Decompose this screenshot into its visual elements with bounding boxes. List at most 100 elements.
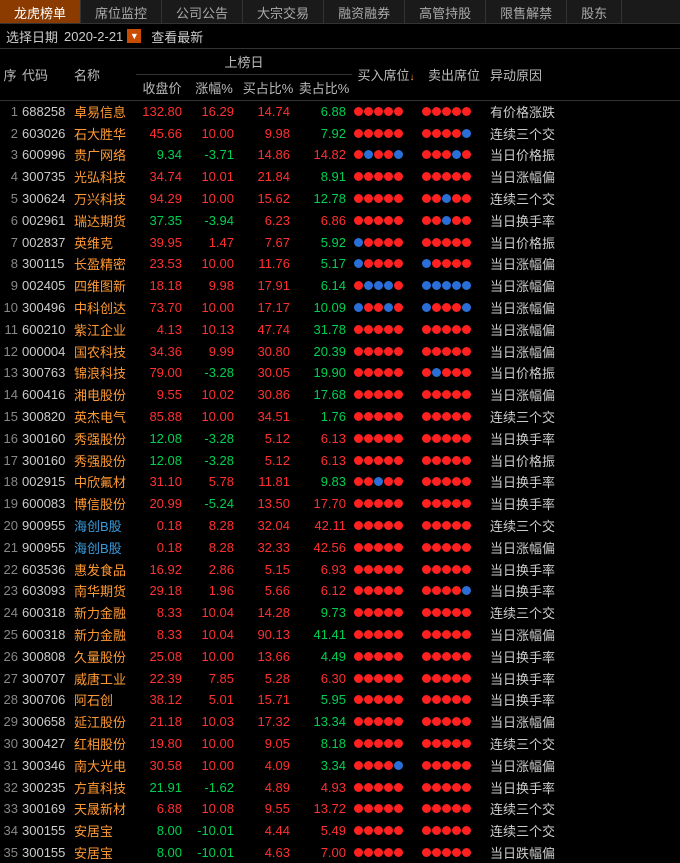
cell-name[interactable]: 英维克 bbox=[72, 231, 136, 253]
table-row[interactable]: 14600416湘电股份9.5510.0230.8617.68当日涨幅偏 bbox=[0, 384, 680, 406]
cell-name[interactable]: 南华期货 bbox=[72, 580, 136, 602]
table-row[interactable]: 7002837英维克39.951.477.675.92当日价格振 bbox=[0, 231, 680, 253]
table-row[interactable]: 25600318新力金融8.3310.0490.1341.41当日涨幅偏 bbox=[0, 624, 680, 646]
cell-name[interactable]: 锦浪科技 bbox=[72, 362, 136, 384]
table-row[interactable]: 15300820英杰电气85.8810.0034.511.76连续三个交 bbox=[0, 406, 680, 428]
th-buyseat[interactable]: 买入席位↓ bbox=[352, 49, 420, 101]
table-row[interactable]: 16300160秀强股份12.08-3.285.126.13当日换手率 bbox=[0, 427, 680, 449]
table-row[interactable]: 26300808久量股份25.0810.0013.664.49当日换手率 bbox=[0, 645, 680, 667]
cell-name[interactable]: 秀强股份 bbox=[72, 449, 136, 471]
th-name[interactable]: 名称 bbox=[72, 49, 136, 101]
date-dropdown-icon[interactable]: ▼ bbox=[127, 29, 141, 43]
cell-chg: -10.01 bbox=[188, 820, 240, 842]
cell-name[interactable]: 长盈精密 bbox=[72, 253, 136, 275]
table-row[interactable]: 8300115长盈精密23.5310.0011.765.17当日涨幅偏 bbox=[0, 253, 680, 275]
cell-sellpct: 41.41 bbox=[296, 624, 352, 646]
cell-buypct: 7.67 bbox=[240, 231, 296, 253]
date-value[interactable]: 2020-2-21 bbox=[64, 29, 123, 44]
cell-name[interactable]: 四维图新 bbox=[72, 275, 136, 297]
table-row[interactable]: 2603026石大胜华45.6610.009.987.92连续三个交 bbox=[0, 122, 680, 144]
cell-name[interactable]: 秀强股份 bbox=[72, 427, 136, 449]
th-sellseat[interactable]: 卖出席位 bbox=[420, 49, 488, 101]
cell-name[interactable]: 博信股份 bbox=[72, 493, 136, 515]
cell-name[interactable]: 延江股份 bbox=[72, 711, 136, 733]
th-code[interactable]: 代码 bbox=[20, 49, 72, 101]
cell-name[interactable]: 卓易信息 bbox=[72, 101, 136, 123]
cell-buyseat bbox=[352, 231, 420, 253]
table-row[interactable]: 11600210紫江企业4.1310.1347.7431.78当日涨幅偏 bbox=[0, 318, 680, 340]
cell-name[interactable]: 中欣氟材 bbox=[72, 471, 136, 493]
table-row[interactable]: 32300235方直科技21.91-1.624.894.93当日换手率 bbox=[0, 776, 680, 798]
table-row[interactable]: 1688258卓易信息132.8016.2914.746.88有价格涨跌 bbox=[0, 101, 680, 123]
cell-buyseat bbox=[352, 406, 420, 428]
cell-name[interactable]: 国农科技 bbox=[72, 340, 136, 362]
table-row[interactable]: 12000004国农科技34.369.9930.8020.39当日涨幅偏 bbox=[0, 340, 680, 362]
table-row[interactable]: 3600996贵广网络9.34-3.7114.8614.82当日价格振 bbox=[0, 144, 680, 166]
cell-name[interactable]: 惠发食品 bbox=[72, 558, 136, 580]
tab-5[interactable]: 高管持股 bbox=[405, 0, 486, 23]
th-reason[interactable]: 异动原因 bbox=[488, 49, 680, 101]
tab-7[interactable]: 股东 bbox=[567, 0, 622, 23]
table-row[interactable]: 18002915中欣氟材31.105.7811.819.83当日换手率 bbox=[0, 471, 680, 493]
th-idx[interactable]: 序 bbox=[0, 49, 20, 101]
cell-name[interactable]: 石大胜华 bbox=[72, 122, 136, 144]
table-row[interactable]: 27300707威唐工业22.397.855.286.30当日换手率 bbox=[0, 667, 680, 689]
cell-name[interactable]: 新力金融 bbox=[72, 602, 136, 624]
th-chg[interactable]: 涨幅% bbox=[188, 75, 240, 101]
table-row[interactable]: 19600083博信股份20.99-5.2413.5017.70当日换手率 bbox=[0, 493, 680, 515]
cell-idx: 34 bbox=[0, 820, 20, 842]
table-row[interactable]: 22603536惠发食品16.922.865.156.93当日换手率 bbox=[0, 558, 680, 580]
latest-button[interactable]: 查看最新 bbox=[151, 27, 203, 46]
table-row[interactable]: 34300155安居宝8.00-10.014.445.49连续三个交 bbox=[0, 820, 680, 842]
cell-name[interactable]: 万兴科技 bbox=[72, 188, 136, 210]
table-row[interactable]: 5300624万兴科技94.2910.0015.6212.78连续三个交 bbox=[0, 188, 680, 210]
th-buypct[interactable]: 买占比% bbox=[240, 75, 296, 101]
table-row[interactable]: 23603093南华期货29.181.965.666.12当日换手率 bbox=[0, 580, 680, 602]
table-row[interactable]: 21900955海创B股0.188.2832.3342.56当日涨幅偏 bbox=[0, 536, 680, 558]
cell-name[interactable]: 红相股份 bbox=[72, 733, 136, 755]
tab-6[interactable]: 限售解禁 bbox=[486, 0, 567, 23]
cell-name[interactable]: 南大光电 bbox=[72, 754, 136, 776]
tab-2[interactable]: 公司公告 bbox=[162, 0, 243, 23]
table-row[interactable]: 20900955海创B股0.188.2832.0442.11连续三个交 bbox=[0, 515, 680, 537]
cell-name[interactable]: 方直科技 bbox=[72, 776, 136, 798]
cell-buyseat bbox=[352, 209, 420, 231]
table-row[interactable]: 4300735光弘科技34.7410.0121.848.91当日涨幅偏 bbox=[0, 166, 680, 188]
cell-name[interactable]: 湘电股份 bbox=[72, 384, 136, 406]
cell-name[interactable]: 天晟新材 bbox=[72, 798, 136, 820]
cell-name[interactable]: 紫江企业 bbox=[72, 318, 136, 340]
cell-reason: 当日涨幅偏 bbox=[488, 340, 680, 362]
table-row[interactable]: 13300763锦浪科技79.00-3.2830.0519.90当日价格振 bbox=[0, 362, 680, 384]
table-row[interactable]: 30300427红相股份19.8010.009.058.18连续三个交 bbox=[0, 733, 680, 755]
table-row[interactable]: 29300658延江股份21.1810.0317.3213.34当日涨幅偏 bbox=[0, 711, 680, 733]
table-row[interactable]: 31300346南大光电30.5810.004.093.34当日涨幅偏 bbox=[0, 754, 680, 776]
table-row[interactable]: 24600318新力金融8.3310.0414.289.73连续三个交 bbox=[0, 602, 680, 624]
cell-name[interactable]: 英杰电气 bbox=[72, 406, 136, 428]
table-row[interactable]: 6002961瑞达期货37.35-3.946.236.86当日换手率 bbox=[0, 209, 680, 231]
th-sellpct[interactable]: 卖占比% bbox=[296, 75, 352, 101]
table-row[interactable]: 17300160秀强股份12.08-3.285.126.13当日价格振 bbox=[0, 449, 680, 471]
table-row[interactable]: 28300706阿石创38.125.0115.715.95当日换手率 bbox=[0, 689, 680, 711]
cell-name[interactable]: 瑞达期货 bbox=[72, 209, 136, 231]
cell-name[interactable]: 贵广网络 bbox=[72, 144, 136, 166]
cell-name[interactable]: 光弘科技 bbox=[72, 166, 136, 188]
cell-sellpct: 9.83 bbox=[296, 471, 352, 493]
tab-1[interactable]: 席位监控 bbox=[81, 0, 162, 23]
cell-name[interactable]: 阿石创 bbox=[72, 689, 136, 711]
cell-chg: 10.00 bbox=[188, 733, 240, 755]
th-close[interactable]: 收盘价 bbox=[136, 75, 188, 101]
table-row[interactable]: 33300169天晟新材6.8810.089.5513.72连续三个交 bbox=[0, 798, 680, 820]
cell-name[interactable]: 海创B股 bbox=[72, 515, 136, 537]
tab-3[interactable]: 大宗交易 bbox=[243, 0, 324, 23]
cell-buypct: 5.12 bbox=[240, 427, 296, 449]
tab-4[interactable]: 融资融券 bbox=[324, 0, 405, 23]
cell-name[interactable]: 久量股份 bbox=[72, 645, 136, 667]
cell-name[interactable]: 威唐工业 bbox=[72, 667, 136, 689]
cell-name[interactable]: 海创B股 bbox=[72, 536, 136, 558]
cell-name[interactable]: 中科创达 bbox=[72, 297, 136, 319]
table-row[interactable]: 10300496中科创达73.7010.0017.1710.09当日涨幅偏 bbox=[0, 297, 680, 319]
table-row[interactable]: 9002405四维图新18.189.9817.916.14当日涨幅偏 bbox=[0, 275, 680, 297]
tab-0[interactable]: 龙虎榜单 bbox=[0, 0, 81, 23]
cell-name[interactable]: 安居宝 bbox=[72, 820, 136, 842]
cell-name[interactable]: 新力金融 bbox=[72, 624, 136, 646]
